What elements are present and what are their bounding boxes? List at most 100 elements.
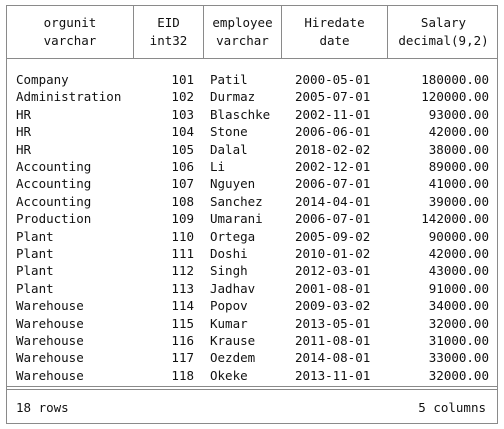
table-row[interactable]: Warehouse 117 Oezdem 2014-08-01 33000.00 [7,349,497,366]
eid-cell: 113 [171,280,194,296]
orgunit-cell: Warehouse [16,333,84,348]
salary-cell: 38000.00 [428,141,489,157]
hiredate-cell: 2014-08-01 [295,350,371,366]
column-type: varchar [216,33,269,48]
employee-cell: Nguyen [210,176,256,192]
orgunit-cell: HR [16,124,32,140]
salary-cell: 90000.00 [428,228,489,244]
salary-cell: 120000.00 [421,89,489,105]
hiredate-cell: 2012-03-01 [295,263,371,279]
column-name: orgunit [43,15,97,30]
orgunit-cell: Plant [16,228,54,244]
salary-cell: 41000.00 [428,176,489,192]
employee-cell: Jadhav [210,280,256,296]
table-row[interactable]: Warehouse 114 Popov 2009-03-02 34000.00 [7,297,497,314]
eid-cell: 102 [171,89,194,105]
employee-cell: Dalal [210,141,248,157]
hiredate-cell: 2006-07-01 [295,211,371,227]
eid-cell: 108 [171,193,194,209]
salary-cell: 43000.00 [428,263,489,279]
column-divider [281,6,282,58]
hiredate-cell: 2006-06-01 [295,124,371,140]
column-name: Hiredate [304,15,365,30]
table-row[interactable]: HR 104 Stone 2006-06-01 42000.00 [7,123,497,140]
column-type: date [319,33,350,48]
eid-cell: 105 [171,141,194,157]
orgunit-cell: Plant [16,263,54,279]
orgunit-cell: HR [16,106,32,122]
column-header-salary[interactable]: Salary decimal(9,2) [388,6,499,58]
eid-cell: 107 [171,176,194,192]
employee-cell: Ortega [210,228,256,244]
table-row[interactable]: Accounting 108 Sanchez 2014-04-01 39000.00 [7,193,497,210]
hiredate-cell: 2011-08-01 [295,333,371,348]
table-row[interactable]: Production 109 Umarani 2006-07-01 142000.00 [7,210,497,227]
hiredate-cell: 2000-05-01 [295,72,371,87]
orgunit-cell: HR [16,141,32,157]
column-header-orgunit[interactable]: orgunit varchar [7,6,133,58]
table-row[interactable]: HR 105 Dalal 2018-02-02 38000.00 [7,141,497,158]
eid-cell: 116 [171,333,194,348]
table-row[interactable]: Warehouse 116 Krause 2011-08-01 31000.00 [7,332,497,349]
employee-cell: Durmaz [210,89,256,105]
table-footer: 18 rows 5 columns [7,393,497,423]
table-row[interactable]: Warehouse 115 Kumar 2013-05-01 32000.00 [7,315,497,332]
orgunit-cell: Warehouse [16,315,84,331]
orgunit-cell: Production [16,211,92,227]
orgunit-cell: Accounting [16,193,92,209]
orgunit-cell: Company [16,72,69,87]
orgunit-cell: Plant [16,280,54,296]
column-header-employee[interactable]: employee varchar [204,6,281,58]
column-header-eid[interactable]: EID int32 [134,6,203,58]
hiredate-cell: 2005-07-01 [295,89,371,105]
table-row[interactable]: Accounting 106 Li 2002-12-01 89000.00 [7,158,497,175]
orgunit-cell: Warehouse [16,298,84,314]
table-row[interactable]: HR 103 Blaschke 2002-11-01 93000.00 [7,106,497,123]
orgunit-cell: Warehouse [16,367,84,383]
employee-cell: Umarani [210,211,263,227]
salary-cell: 180000.00 [421,72,489,87]
orgunit-cell: Administration [16,89,122,105]
employee-cell: Popov [210,298,248,314]
hiredate-cell: 2014-04-01 [295,193,371,209]
table-row[interactable]: Plant 110 Ortega 2005-09-02 90000.00 [7,228,497,245]
salary-cell: 32000.00 [428,315,489,331]
hiredate-cell: 2001-08-01 [295,280,371,296]
employee-cell: Patil [210,72,248,87]
footer-separator [7,389,497,390]
column-type: varchar [43,33,97,48]
column-header-hiredate[interactable]: Hiredate date [282,6,387,58]
table-row[interactable]: Accounting 107 Nguyen 2006-07-01 41000.00 [7,175,497,192]
employee-cell: Oezdem [210,350,256,366]
table-row[interactable]: Warehouse 118 Okeke 2013-11-01 32000.00 [7,367,497,384]
employee-cell: Doshi [210,246,248,261]
row-count: 18 rows [16,400,69,415]
employee-cell: Krause [210,333,256,348]
table-row[interactable]: Plant 112 Singh 2012-03-01 43000.00 [7,262,497,279]
hiredate-cell: 2013-11-01 [295,367,371,383]
eid-cell: 111 [171,246,194,261]
table-row[interactable]: Company 101 Patil 2000-05-01 180000.00 [7,71,497,88]
column-divider [203,6,204,58]
table-row[interactable]: Plant 111 Doshi 2010-01-02 42000.00 [7,245,497,262]
column-name: employee [212,15,273,30]
employee-cell: Sanchez [210,193,263,209]
employee-cell: Li [210,159,226,174]
footer-separator [7,386,497,387]
salary-cell: 42000.00 [428,124,489,140]
employee-cell: Stone [210,124,248,140]
hiredate-cell: 2018-02-02 [295,141,371,157]
header-separator [7,58,497,59]
salary-cell: 89000.00 [428,159,489,174]
eid-cell: 109 [171,211,194,227]
table-row[interactable]: Plant 113 Jadhav 2001-08-01 91000.00 [7,280,497,297]
table-row[interactable]: Administration 102 Durmaz 2005-07-01 120000.… [7,88,497,105]
salary-cell: 39000.00 [428,193,489,209]
hiredate-cell: 2002-11-01 [295,106,371,122]
column-type: int32 [149,33,188,48]
eid-cell: 104 [171,124,194,140]
salary-cell: 42000.00 [428,246,489,261]
result-table: orgunit varchar EID int32 employee varch… [6,5,498,424]
orgunit-cell: Accounting [16,176,92,192]
salary-cell: 31000.00 [428,333,489,348]
